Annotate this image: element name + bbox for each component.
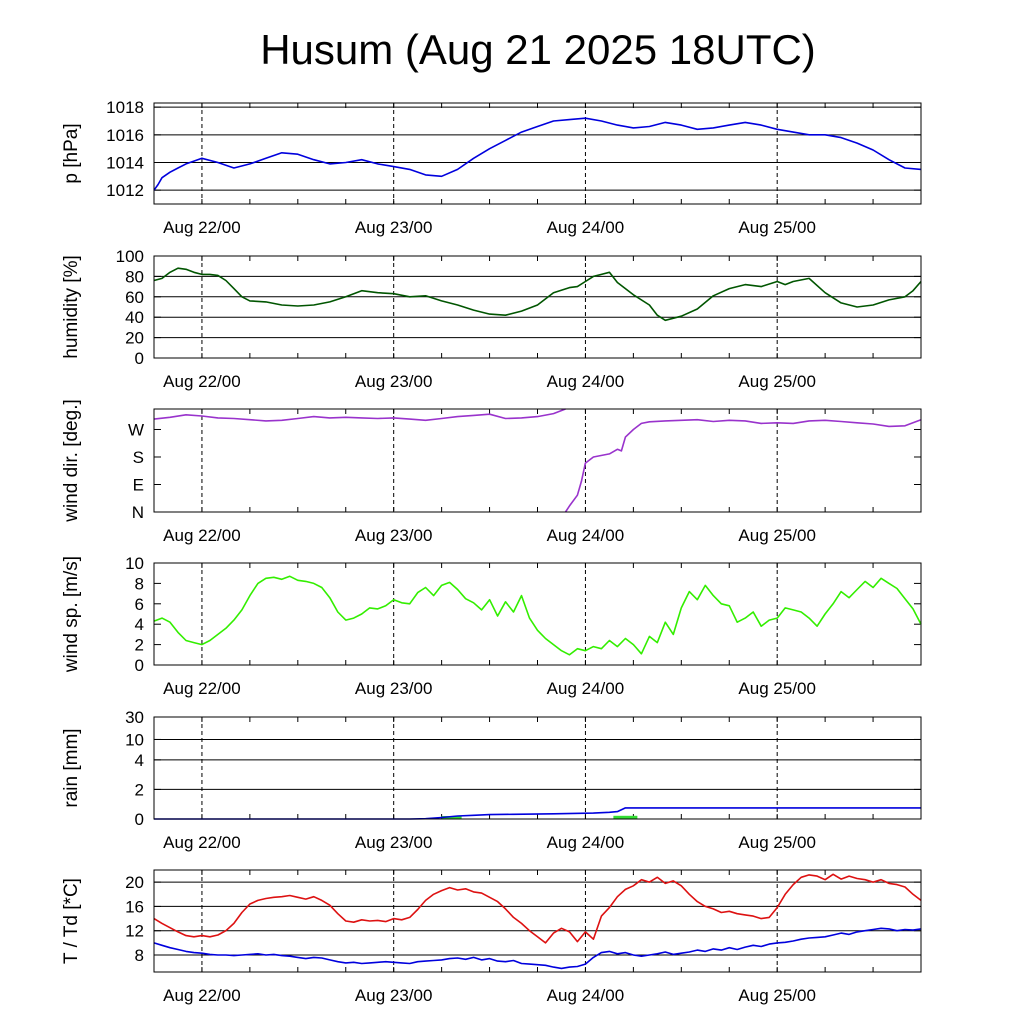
y-tick-label: 16	[125, 897, 144, 916]
x-tick-label: Aug 22/00	[163, 372, 241, 391]
panel-frame	[153, 255, 922, 359]
y-tick-label: N	[132, 503, 144, 522]
panel-frame	[153, 869, 922, 973]
series-line-humidity-0	[153, 267, 922, 322]
y-tick-label: 4	[135, 615, 144, 634]
y-axis-label: rain [mm]	[61, 728, 82, 807]
y-tick-label: 2	[135, 636, 144, 655]
y-axis-label: humidity [%]	[61, 255, 82, 358]
x-tick-label: Aug 24/00	[547, 372, 625, 391]
y-tick-label: 30	[125, 708, 144, 727]
rain-bar	[441, 816, 462, 819]
series-line-temperature-0	[153, 873, 922, 944]
y-tick-label: 100	[116, 247, 144, 266]
y-axis-label: p [hPa]	[61, 123, 82, 183]
x-tick-label: Aug 22/00	[163, 833, 241, 852]
x-tick-label: Aug 24/00	[547, 833, 625, 852]
y-tick-label: 1018	[106, 98, 144, 117]
y-tick-label: 20	[125, 873, 144, 892]
x-tick-label: Aug 23/00	[355, 833, 433, 852]
panel-frame	[153, 716, 922, 820]
panel-frame	[153, 102, 922, 205]
x-tick-label: Aug 25/00	[738, 218, 816, 237]
x-tick-label: Aug 23/00	[355, 679, 433, 698]
y-tick-label: 0	[135, 349, 144, 368]
x-tick-label: Aug 25/00	[738, 833, 816, 852]
panel-frame	[153, 562, 922, 666]
y-axis-label: T / Td [*C]	[61, 878, 82, 964]
x-tick-label: Aug 25/00	[738, 679, 816, 698]
x-tick-label: Aug 23/00	[355, 372, 433, 391]
x-tick-label: Aug 22/00	[163, 526, 241, 545]
y-tick-label: 1012	[106, 181, 144, 200]
y-tick-label: 60	[125, 288, 144, 307]
x-tick-label: Aug 22/00	[163, 986, 241, 1005]
x-tick-label: Aug 24/00	[547, 679, 625, 698]
chart-title: Husum (Aug 21 2025 18UTC)	[260, 26, 816, 73]
series-line-wind_speed-0	[153, 575, 922, 656]
y-tick-label: E	[133, 475, 144, 494]
x-tick-label: Aug 22/00	[163, 218, 241, 237]
y-tick-label: 0	[135, 656, 144, 675]
y-tick-label: 6	[135, 595, 144, 614]
x-tick-label: Aug 25/00	[738, 986, 816, 1005]
y-tick-label: 1014	[106, 153, 144, 172]
y-tick-label: 8	[135, 574, 144, 593]
x-tick-label: Aug 25/00	[738, 372, 816, 391]
series-line-wind_dir-0	[153, 408, 566, 422]
y-tick-label: 0	[135, 810, 144, 829]
y-tick-label: 20	[125, 329, 144, 348]
x-tick-label: Aug 24/00	[547, 218, 625, 237]
y-tick-label: 2	[135, 780, 144, 799]
y-tick-label: W	[128, 420, 144, 439]
y-axis-label: wind dir. [deg.]	[61, 399, 82, 523]
y-tick-label: 10	[125, 730, 144, 749]
x-tick-label: Aug 23/00	[355, 218, 433, 237]
panel-wind_speed: 02 46 810 wind sp. [m/s] Aug 22/00 Aug 23/00 A…	[61, 554, 922, 698]
series-line-temperature-1	[153, 927, 922, 970]
y-tick-label: 10	[125, 554, 144, 573]
y-tick-label: 4	[135, 751, 144, 770]
x-tick-label: Aug 24/00	[547, 526, 625, 545]
y-tick-label: 8	[135, 946, 144, 965]
y-tick-label: 12	[125, 922, 144, 941]
y-axis-label: wind sp. [m/s]	[61, 556, 82, 673]
y-tick-label: S	[133, 448, 144, 467]
series-line-pressure-0	[153, 117, 922, 191]
panel-rain: 0 2 4 10 30 rain [mm] Aug 22/00 Aug 23/00 Aug 24…	[61, 708, 922, 852]
x-tick-label: Aug 23/00	[355, 986, 433, 1005]
y-tick-label: 80	[125, 267, 144, 286]
y-tick-label: 40	[125, 308, 144, 327]
x-tick-label: Aug 24/00	[547, 986, 625, 1005]
x-tick-label: Aug 22/00	[163, 679, 241, 698]
rain-bar	[613, 815, 638, 819]
y-tick-label: 1016	[106, 126, 144, 145]
panel-frame	[153, 408, 922, 513]
x-tick-label: Aug 23/00	[355, 526, 433, 545]
x-tick-label: Aug 25/00	[738, 526, 816, 545]
panel-temperature: 8 12 16 20 T / Td [*C] Aug 22/00 Aug 23/00 Aug …	[61, 869, 922, 1005]
panel-pressure: 1012 1014 1016 1018 p [hPa] Aug 22/00 Aug 23/0…	[61, 98, 922, 237]
series-line-wind_dir-1	[564, 418, 922, 513]
